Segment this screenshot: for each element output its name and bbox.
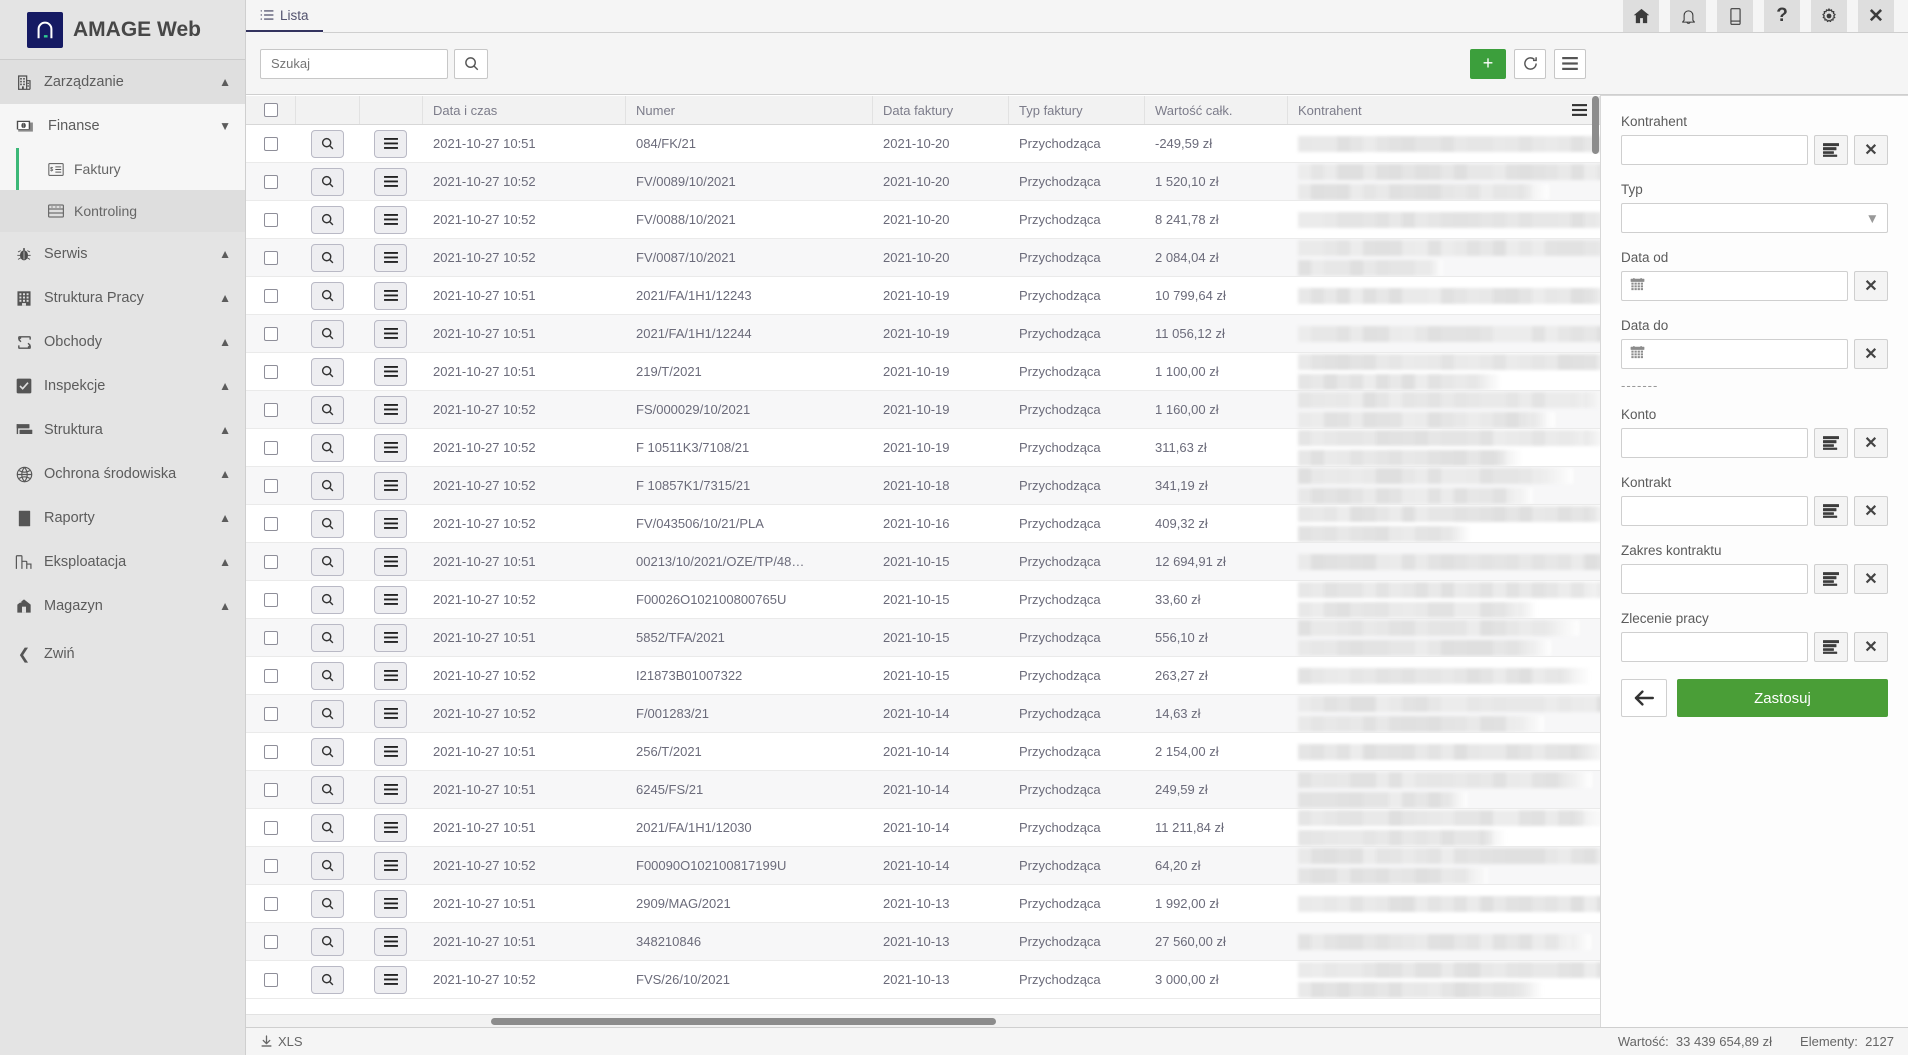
svg-text:$: $ (50, 166, 53, 172)
